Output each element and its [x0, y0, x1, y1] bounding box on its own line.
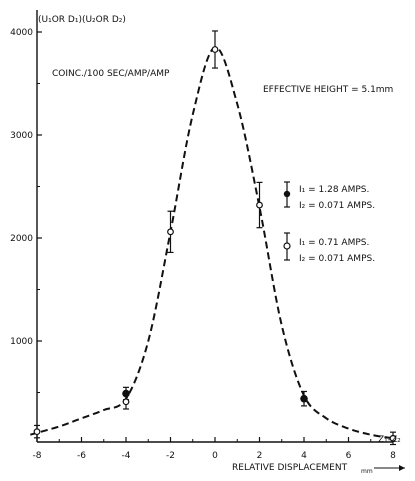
filled-circle-marker	[300, 394, 308, 403]
open-circle-marker	[256, 201, 263, 209]
data-points	[33, 30, 397, 446]
filled-data-point	[300, 390, 308, 407]
open-circle-marker	[167, 228, 174, 236]
x-direction-arrowhead	[399, 465, 405, 471]
open-circle-marker	[33, 428, 41, 436]
effective-height-annotation: EFFECTIVE HEIGHT = 5.1mm	[263, 85, 393, 95]
open-data-point	[211, 30, 219, 69]
open-data-point	[167, 210, 174, 254]
y-tick-label: 1000	[10, 337, 33, 347]
x-ticks: -8 -6 -4 -2 0 2 4 6 8	[33, 437, 396, 461]
open-data-point	[389, 431, 397, 446]
y-tick-label: 3000	[10, 131, 33, 141]
x-tick-label: -6	[77, 451, 86, 461]
legend-open-line-2: I₂ = 0.071 AMPS.	[299, 254, 375, 264]
x-tick-label: -8	[33, 451, 42, 461]
legend-item-filled: I₁ = 1.28 AMPS. I₂ = 0.071 AMPS.	[283, 181, 375, 211]
filled-circle-marker	[283, 190, 291, 198]
open-circle-marker	[283, 242, 291, 250]
x-tick-label: 4	[301, 451, 307, 461]
x-tick-label: 8	[390, 451, 396, 461]
y-ticks: 1000 2000 3000 4000	[10, 28, 42, 393]
units-label: COINC./100 SEC/AMP/AMP	[52, 69, 170, 79]
open-circle-marker	[122, 398, 130, 406]
x-axis-unit: mm	[361, 468, 373, 475]
x-tick-label: -2	[166, 451, 175, 461]
x-axis-label: RELATIVE DISPLACEMENT	[232, 463, 348, 473]
x-axis-end-label: Z₁-Z₂	[378, 435, 401, 445]
legend-item-open: I₁ = 0.71 AMPS. I₂ = 0.071 AMPS.	[283, 232, 375, 264]
x-tick-label: 0	[212, 451, 218, 461]
y-tick-label: 4000	[10, 28, 33, 38]
x-tick-label: 6	[346, 451, 352, 461]
legend-filled-line-2: I₂ = 0.071 AMPS.	[299, 201, 375, 211]
open-data-point	[122, 393, 130, 410]
legend-open-line-1: I₁ = 0.71 AMPS.	[299, 238, 369, 248]
x-tick-label: 2	[257, 451, 263, 461]
open-circle-marker	[389, 434, 397, 442]
y-tick-label: 2000	[10, 234, 33, 244]
y-axis-label: (U₁OR D₁)(U₂OR D₂)	[38, 15, 126, 25]
legend-filled-line-1: I₁ = 1.28 AMPS.	[299, 185, 369, 195]
open-circle-marker	[211, 46, 219, 53]
x-tick-label: -4	[122, 451, 131, 461]
open-data-point	[256, 181, 263, 229]
open-data-point	[33, 424, 41, 439]
legend: I₁ = 1.28 AMPS. I₂ = 0.071 AMPS. I₁ = 0.…	[283, 181, 375, 264]
